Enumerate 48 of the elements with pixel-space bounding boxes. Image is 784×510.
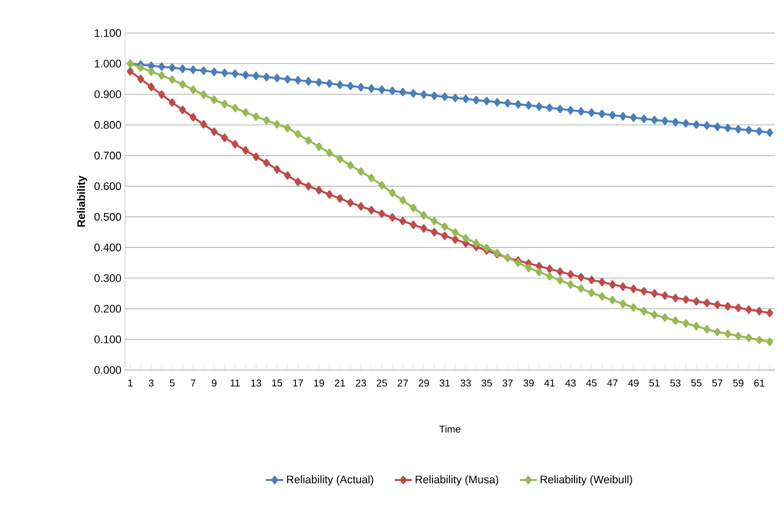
x-tick-label: 11 <box>230 379 240 386</box>
x-tick-label: 33 <box>460 380 471 387</box>
legend-label: Reliability (Weibull) <box>540 475 632 486</box>
y-tick-label: 0.800 <box>94 121 122 129</box>
x-tick-label: 41 <box>544 379 555 386</box>
x-tick-label: 25 <box>376 380 387 387</box>
x-tick-label: 27 <box>398 380 408 386</box>
x-tick-label: 49 <box>628 380 639 387</box>
y-tick-label: 1.100 <box>94 29 122 37</box>
legend-label: Reliability (Musa) <box>416 475 498 486</box>
x-tick-label: 43 <box>565 380 576 387</box>
y-tick-label: 0.700 <box>94 152 122 160</box>
y-tick-label: 0.500 <box>94 212 122 221</box>
y-tick-label: 0.300 <box>94 274 122 282</box>
x-tick-label: 7 <box>190 379 196 386</box>
x-tick-label: 31 <box>440 380 450 387</box>
x-tick-label: 3 <box>148 380 154 387</box>
x-tick-label: 17 <box>293 379 304 386</box>
x-tick-label: 9 <box>212 380 216 387</box>
x-tick-label: 15 <box>272 379 282 386</box>
x-tick-label: 47 <box>607 379 618 386</box>
x-tick-label: 23 <box>356 380 366 387</box>
y-tick-label: 0.600 <box>94 182 122 190</box>
x-tick-label: 57 <box>712 379 722 386</box>
x-tick-label: 19 <box>314 380 324 387</box>
y-tick-label: 1.000 <box>94 60 122 68</box>
y-tick-label: 0.000 <box>94 366 122 374</box>
x-tick-label: 61 <box>754 380 764 387</box>
x-tick-label: 53 <box>670 380 681 387</box>
y-tick-label: 0.400 <box>94 244 122 252</box>
x-tick-label: 39 <box>523 380 534 387</box>
x-tick-label: 21 <box>334 380 345 386</box>
y-tick-label: 0.100 <box>94 335 122 344</box>
legend-label: Reliability (Actual) <box>287 475 374 486</box>
x-tick-label: 1 <box>128 379 133 386</box>
x-tick-label: 5 <box>170 379 175 386</box>
x-tick-label: 37 <box>502 380 513 387</box>
x-tick-label: 13 <box>251 380 262 387</box>
x-tick-label: 45 <box>586 379 597 386</box>
x-tick-label: 51 <box>649 379 660 386</box>
y-axis-title: Reliability <box>77 176 88 227</box>
x-tick-label: 35 <box>482 380 492 387</box>
x-axis-title: Time <box>439 425 460 433</box>
y-tick-label: 0.200 <box>94 304 122 313</box>
x-tick-label: 29 <box>418 380 429 387</box>
y-tick-label: 0.900 <box>94 90 122 98</box>
x-tick-label: 59 <box>733 380 744 387</box>
x-tick-label: 55 <box>691 379 702 386</box>
